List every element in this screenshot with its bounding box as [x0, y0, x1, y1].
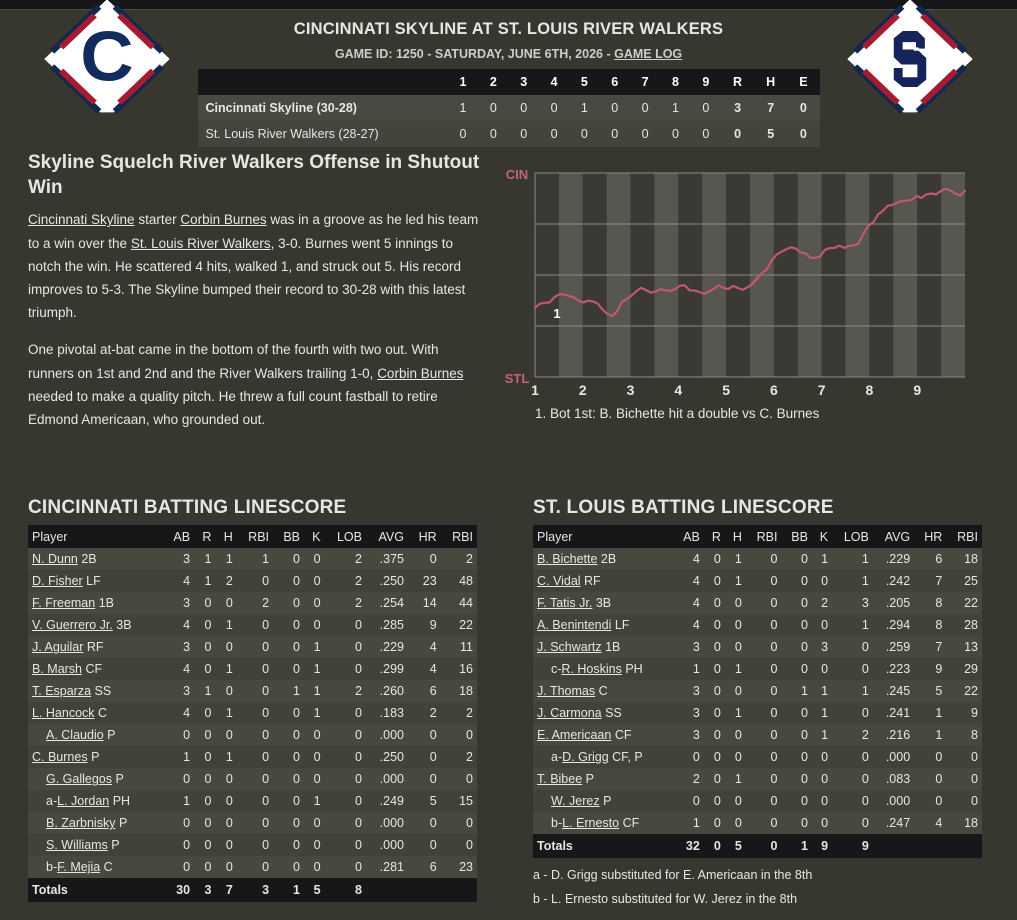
svg-text:1: 1: [553, 306, 560, 321]
svg-text:1: 1: [531, 382, 539, 395]
svg-text:4: 4: [674, 382, 682, 395]
svg-text:8: 8: [866, 382, 874, 395]
svg-text:STL: STL: [505, 371, 529, 386]
svg-text:9: 9: [913, 382, 921, 395]
svg-text:2: 2: [579, 382, 587, 395]
svg-text:7: 7: [818, 382, 826, 395]
svg-text:3: 3: [627, 382, 635, 395]
svg-text:6: 6: [770, 382, 778, 395]
svg-text:CIN: CIN: [506, 167, 528, 182]
svg-text:C: C: [80, 18, 133, 96]
svg-text:5: 5: [722, 382, 730, 395]
